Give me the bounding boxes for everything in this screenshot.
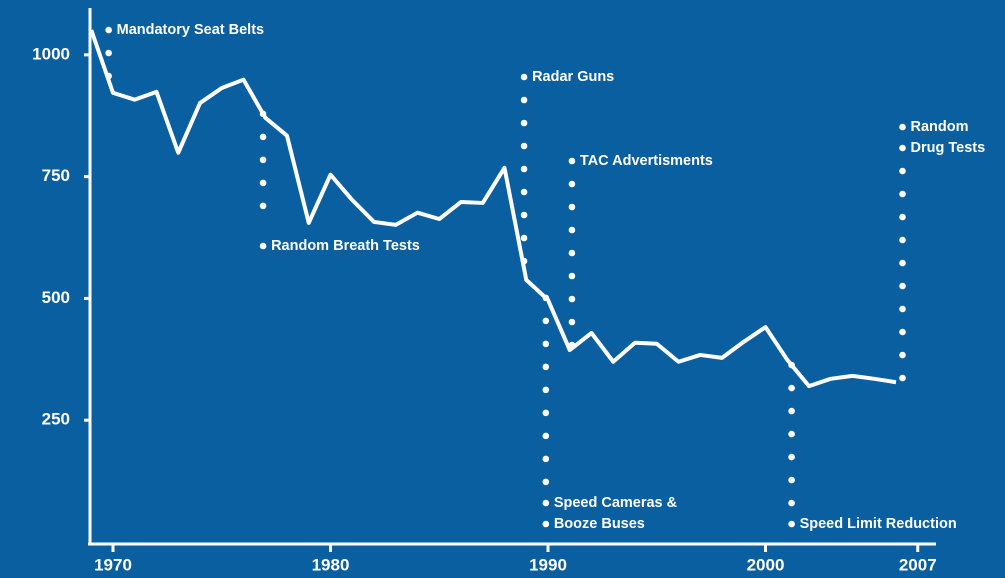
annotation-dot xyxy=(568,180,576,188)
annotation-dot xyxy=(568,272,576,280)
annotation-label: Speed Limit Reduction xyxy=(800,516,957,532)
annotation-dot xyxy=(520,234,528,242)
annotation-dot xyxy=(788,384,795,392)
annotation-dot xyxy=(568,318,576,326)
annotation-dot xyxy=(899,374,906,382)
annotation-dot xyxy=(520,165,528,173)
y-tick-label: 1000 xyxy=(32,44,70,63)
annotation-dot xyxy=(542,409,550,417)
annotation-dot xyxy=(788,361,795,369)
annotation-dot xyxy=(788,430,795,438)
annotation-dot xyxy=(542,455,550,463)
annotation-dot xyxy=(568,341,576,349)
x-tick-label: 1970 xyxy=(94,555,132,574)
annotation-bullet xyxy=(568,157,576,165)
y-tick-label: 250 xyxy=(42,410,70,429)
annotation-dot xyxy=(520,142,528,150)
annotation-dot xyxy=(259,110,267,118)
annotation-dot xyxy=(899,259,906,267)
annotation-dot xyxy=(899,282,906,290)
annotation-dot xyxy=(788,453,795,461)
annotation-dot xyxy=(899,305,906,313)
annotation-dot xyxy=(259,202,267,210)
annotation-dot xyxy=(568,203,576,211)
annotation-dot xyxy=(568,249,576,257)
annotation-bullet xyxy=(542,499,550,507)
annotation-dot xyxy=(899,190,906,198)
annotation-dot xyxy=(520,119,528,127)
annotation-dot xyxy=(568,226,576,234)
annotation-dot xyxy=(899,328,906,336)
annotation-dot xyxy=(542,340,550,348)
annotation-dot xyxy=(520,257,528,265)
annotation-dot xyxy=(105,72,112,80)
y-tick-label: 750 xyxy=(42,166,70,185)
annotation-dot xyxy=(520,188,528,196)
annotation-dot xyxy=(542,294,550,302)
annotation-label: Booze Buses xyxy=(554,516,645,532)
annotation-label: Random xyxy=(911,119,969,135)
annotation-bullet xyxy=(105,26,112,34)
annotation-dot xyxy=(520,96,528,104)
x-tick-label: 2000 xyxy=(747,555,785,574)
annotation-dot xyxy=(542,478,550,486)
annotation-label: Mandatory Seat Belts xyxy=(117,22,264,38)
annotation-dot xyxy=(788,499,795,507)
x-tick-label: 2007 xyxy=(899,555,937,574)
annotation-dot xyxy=(899,236,906,244)
annotation-bullet xyxy=(899,123,906,131)
annotation-label: Radar Guns xyxy=(532,69,614,85)
annotation-dot xyxy=(788,476,795,484)
annotation-dot xyxy=(899,351,906,359)
annotation-bullet xyxy=(520,73,528,81)
annotation-label: TAC Advertisments xyxy=(580,153,713,169)
annotation-dot xyxy=(542,432,550,440)
annotation-label: Drug Tests xyxy=(911,140,986,156)
x-tick-label: 1990 xyxy=(529,555,567,574)
annotation-bullet xyxy=(788,520,795,528)
annotation-dot xyxy=(259,156,267,164)
annotation-dot xyxy=(568,295,576,303)
annotation-label: Speed Cameras & xyxy=(554,495,678,511)
annotation-bullet xyxy=(259,242,267,250)
annotation-label: Random Breath Tests xyxy=(271,238,420,254)
annotation-bullet xyxy=(542,520,550,528)
annotation-bullet xyxy=(899,144,906,152)
annotation-dot xyxy=(259,133,267,141)
annotation-dot xyxy=(542,317,550,325)
x-tick-label: 1980 xyxy=(312,555,350,574)
annotation-dot xyxy=(259,179,267,187)
annotation-dot xyxy=(520,211,528,219)
annotation-dot xyxy=(899,213,906,221)
annotation-dot xyxy=(105,49,112,57)
annotation-dot xyxy=(899,167,906,175)
y-tick-label: 500 xyxy=(42,288,70,307)
annotation-dot xyxy=(788,407,795,415)
annotation-dot xyxy=(542,363,550,371)
annotation-dot xyxy=(542,386,550,394)
line xyxy=(89,29,897,389)
